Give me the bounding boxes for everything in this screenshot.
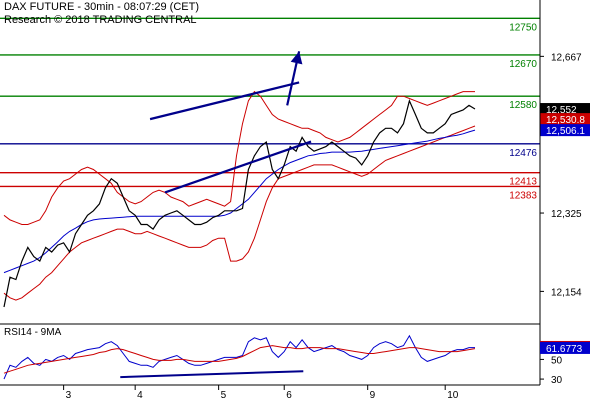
time-tick-label-4: 4 [137,390,143,400]
trendlines [149,51,312,194]
level-label-12476: 12476 [509,148,537,159]
series-rsi-ma [3,345,476,374]
bollinger-bands [3,90,476,301]
price-tick-label-12325: 12,325 [551,209,582,220]
price-series [3,98,476,308]
time-tick-label-5: 5 [221,390,227,400]
rsi-panel: 62.658661.6773 50 30 [3,334,590,386]
level-label-12580: 12580 [509,100,537,111]
rsi-badge-label-blue: 61.6773 [546,344,583,355]
level-label-12750: 12750 [509,22,537,33]
badge-blue [540,124,590,137]
level-label-12670: 12670 [509,59,537,70]
badge-black [540,103,590,116]
badge-label-red: 12,530.8 [546,115,585,126]
trendline-channel-lower [164,140,312,194]
rsi-tick-label-50: 50 [551,355,563,366]
rsi-lines [3,334,476,380]
trendline-channel-upper [149,81,300,121]
series-price [3,98,476,308]
level-label-12383: 12383 [509,190,537,201]
time-axis-ticks: 3 4 5 6 9 10 [63,385,459,400]
badge-red [540,113,590,126]
time-tick-label-9: 9 [370,390,376,400]
price-tick-label-12667: 12,667 [551,52,582,63]
price-axis-ticks: 12,154 12,325 12,667 [540,52,582,298]
badge-label-black: 12,552 [546,105,577,116]
rsi-axis-ticks: 50 30 [540,355,563,386]
time-tick-label-6: 6 [286,390,292,400]
rsi-trendline [120,370,304,379]
price-tick-label-12154: 12,154 [551,287,582,298]
horizontal-levels: 12750 12670 12580 12476 12413 12383 [0,17,540,201]
series-rsi [3,334,475,380]
series-bollinger-upper [3,90,475,225]
rsi-trendline-rsi-support [120,370,304,379]
time-tick-label-10: 10 [447,390,459,400]
arrow-head [290,51,303,65]
badge-label-blue: 12,506.1 [546,126,585,137]
rsi-badges: 62.658661.6773 [540,340,590,355]
level-label-12413: 12413 [509,177,537,188]
time-tick-label-3: 3 [66,390,72,400]
series-bollinger-lower [3,125,476,301]
rsi-tick-label-30: 30 [551,375,563,386]
rsi-badge-blue [540,341,590,354]
